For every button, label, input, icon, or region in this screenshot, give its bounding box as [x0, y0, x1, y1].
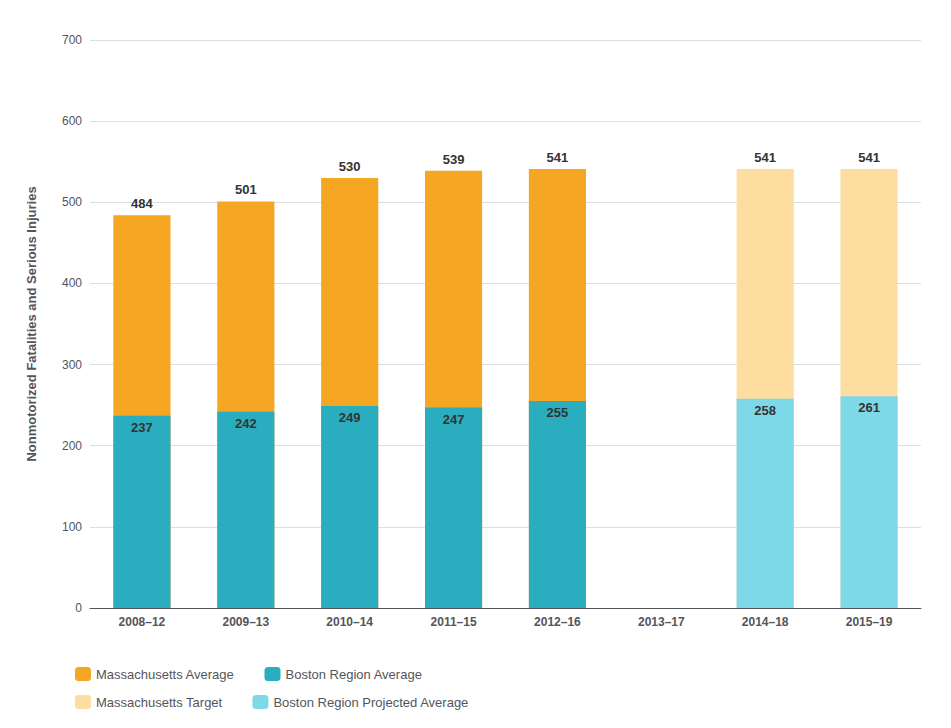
- svg-text:600: 600: [62, 114, 82, 128]
- svg-text:2011–15: 2011–15: [431, 615, 477, 629]
- svg-text:2010–14: 2010–14: [326, 615, 373, 629]
- svg-text:539: 539: [443, 152, 465, 167]
- svg-text:100: 100: [62, 520, 82, 534]
- svg-text:2008–12: 2008–12: [119, 615, 166, 629]
- svg-text:Massachusetts Average: Massachusetts Average: [96, 667, 234, 682]
- svg-text:Boston Region Projected Averag: Boston Region Projected Average: [273, 695, 468, 710]
- svg-text:247: 247: [443, 412, 465, 427]
- svg-text:242: 242: [235, 416, 257, 431]
- svg-text:237: 237: [131, 420, 153, 435]
- svg-text:258: 258: [754, 403, 776, 418]
- svg-text:541: 541: [754, 150, 776, 165]
- svg-text:2012–16: 2012–16: [534, 615, 581, 629]
- svg-text:300: 300: [62, 358, 82, 372]
- svg-text:Nonmotorized Fatalities and Se: Nonmotorized Fatalities and Serious Inju…: [24, 186, 39, 461]
- svg-text:500: 500: [62, 195, 82, 209]
- svg-text:2013–17: 2013–17: [638, 615, 685, 629]
- svg-text:700: 700: [62, 33, 82, 47]
- svg-text:2015–19: 2015–19: [846, 615, 893, 629]
- svg-text:2014–18: 2014–18: [742, 615, 789, 629]
- svg-text:541: 541: [547, 150, 569, 165]
- svg-text:Boston Region Average: Boston Region Average: [285, 667, 421, 682]
- svg-text:200: 200: [62, 439, 82, 453]
- svg-text:501: 501: [235, 182, 257, 197]
- svg-text:0: 0: [75, 601, 82, 615]
- svg-text:249: 249: [339, 410, 361, 425]
- svg-text:Massachusetts Target: Massachusetts Target: [96, 695, 223, 710]
- svg-text:2009–13: 2009–13: [222, 615, 269, 629]
- svg-text:400: 400: [62, 276, 82, 290]
- svg-text:541: 541: [858, 150, 880, 165]
- svg-text:484: 484: [131, 196, 153, 211]
- svg-text:530: 530: [339, 159, 361, 174]
- svg-text:261: 261: [858, 400, 880, 415]
- svg-text:255: 255: [547, 405, 569, 420]
